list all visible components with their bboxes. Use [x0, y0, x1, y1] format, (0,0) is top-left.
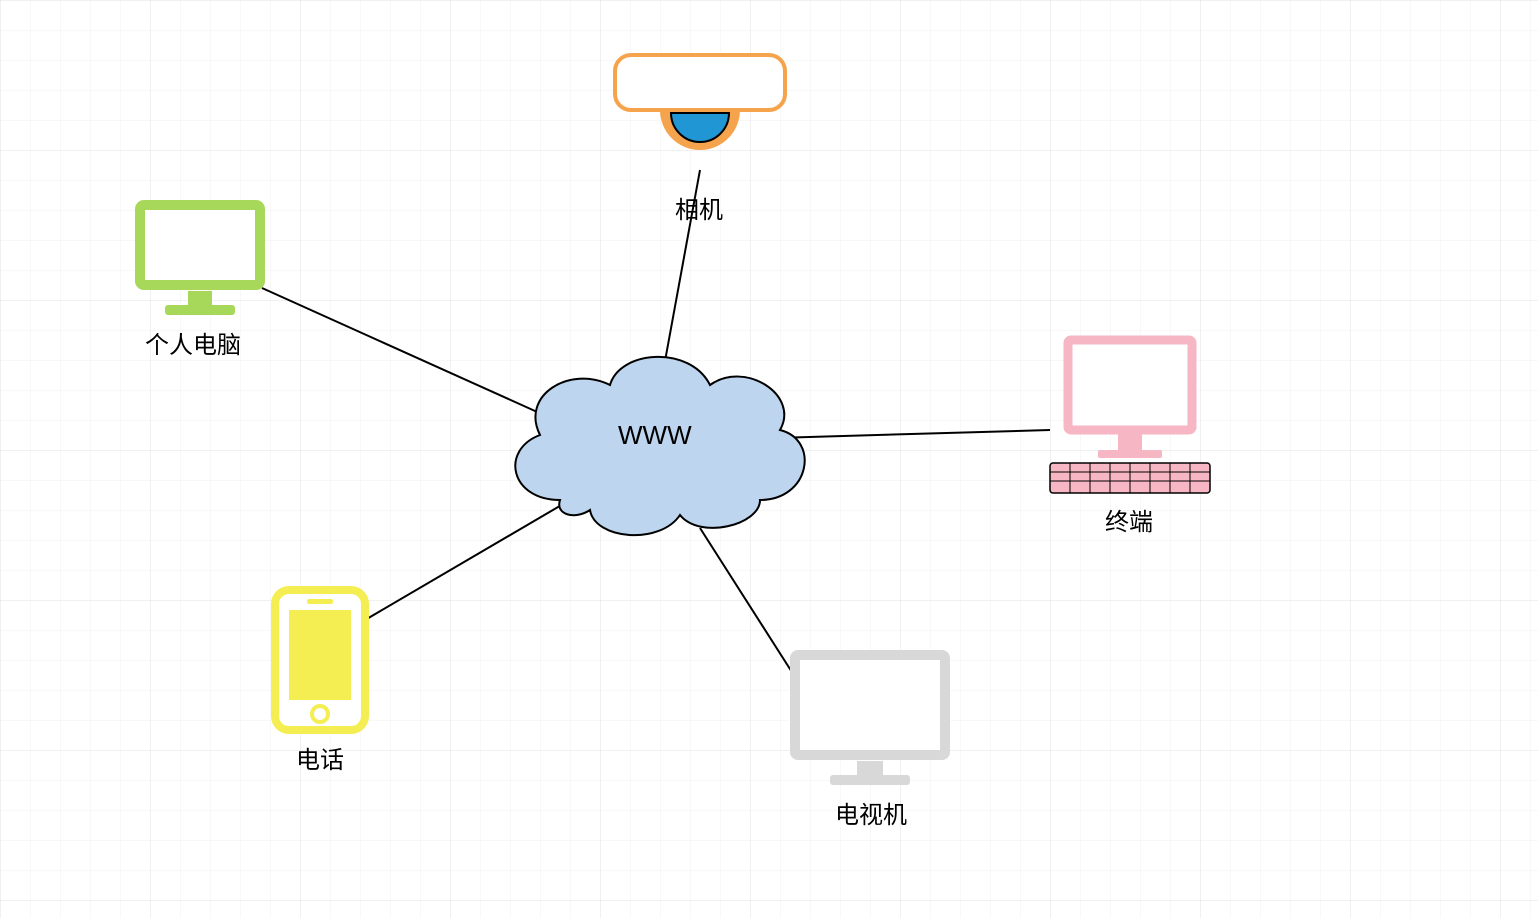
diagram-canvas: WWW 个人电脑 相机 终端 电视机 电话	[0, 0, 1538, 918]
edge-terminal	[775, 430, 1050, 438]
phone-label: 电话	[296, 740, 344, 775]
network-diagram	[0, 0, 1538, 918]
terminal-icon[interactable]	[1050, 340, 1210, 493]
phone-icon[interactable]	[275, 590, 365, 730]
edge-phone	[365, 500, 570, 620]
edge-pc	[262, 288, 555, 420]
camera-label: 相机	[675, 190, 723, 225]
www-cloud-label: WWW	[618, 420, 692, 451]
terminal-label: 终端	[1105, 502, 1153, 537]
edge-tv	[700, 528, 797, 680]
pc-label: 个人电脑	[145, 325, 241, 360]
tv-icon[interactable]	[795, 655, 945, 785]
camera-icon[interactable]	[615, 55, 785, 150]
pc-icon[interactable]	[140, 205, 260, 315]
tv-label: 电视机	[835, 795, 907, 830]
